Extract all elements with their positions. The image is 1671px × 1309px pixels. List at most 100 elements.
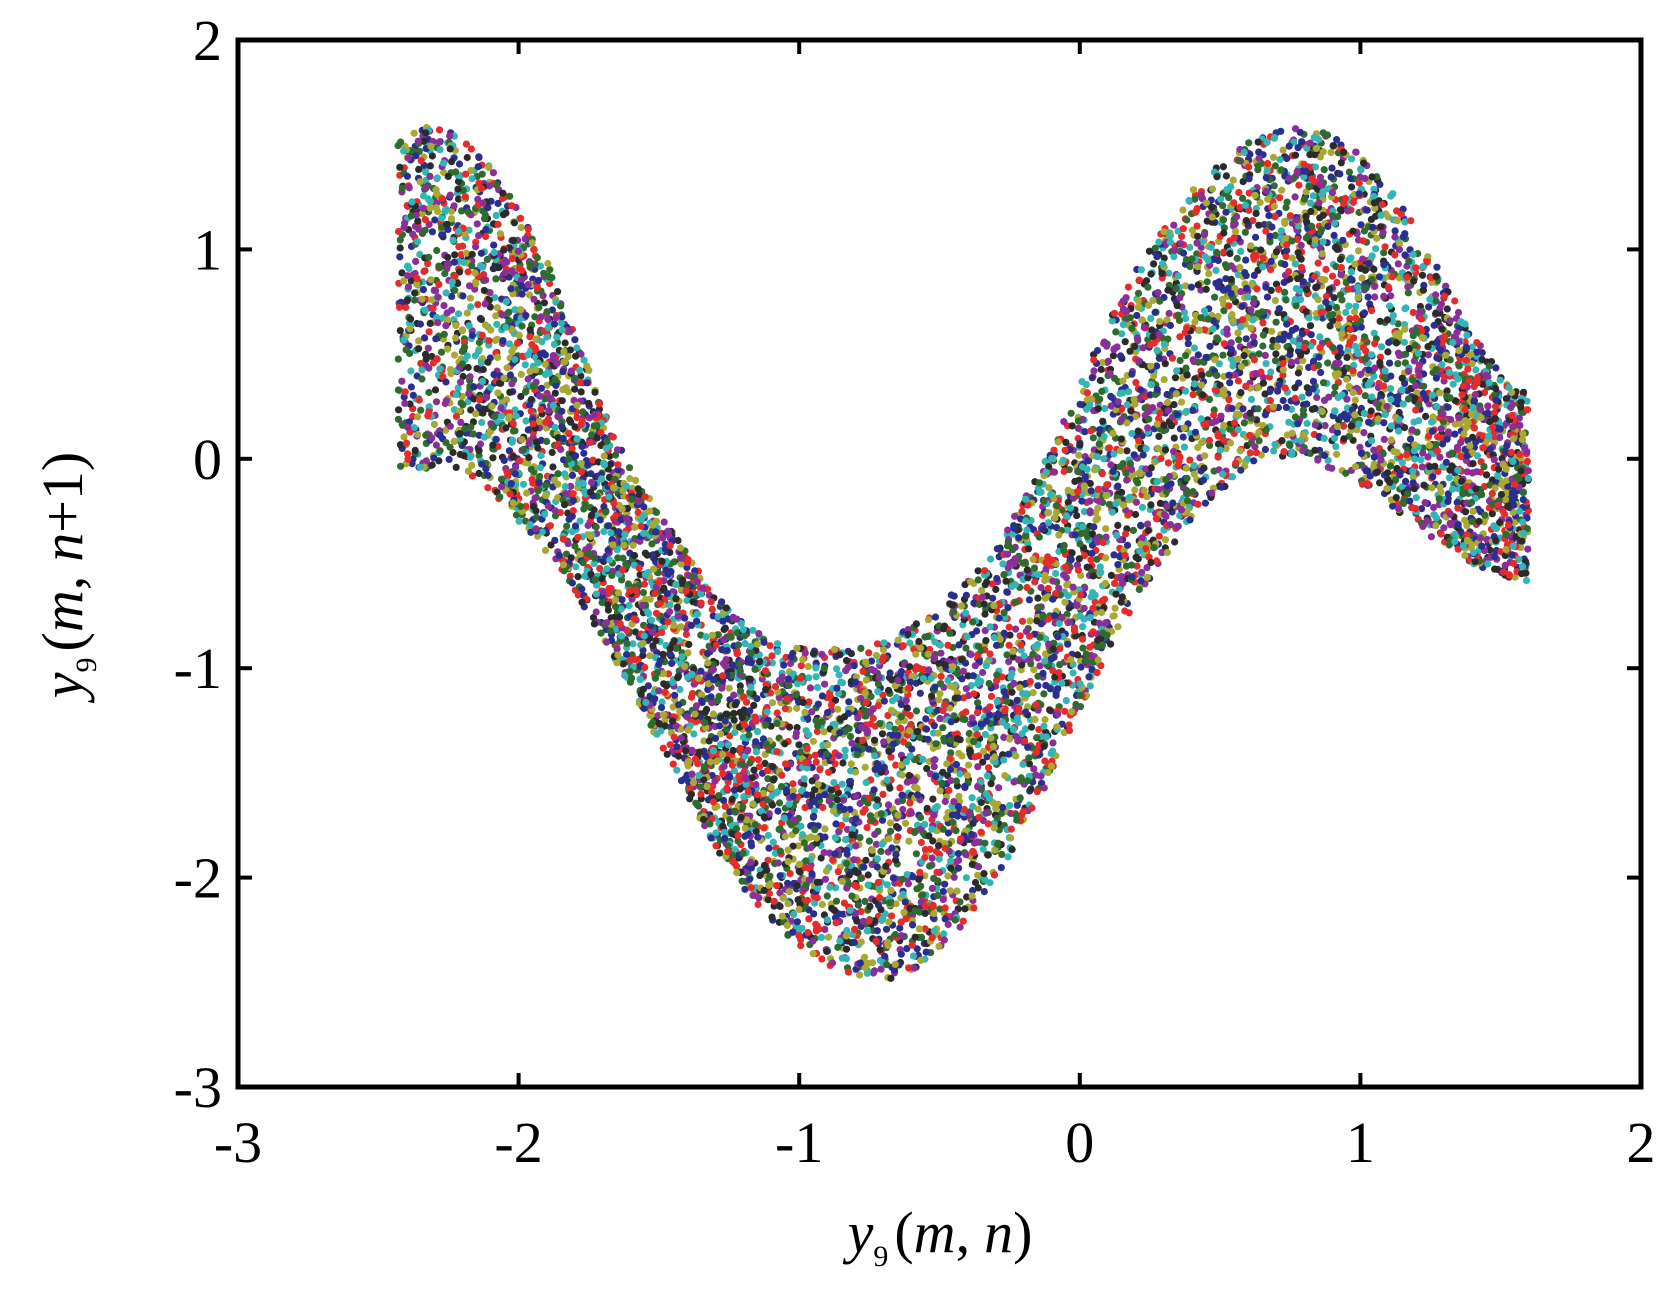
scatter-point bbox=[1025, 754, 1033, 762]
scatter-point bbox=[671, 691, 679, 699]
scatter-point bbox=[1335, 314, 1343, 323]
scatter-point bbox=[1086, 497, 1094, 505]
scatter-point bbox=[794, 842, 802, 850]
scatter-point bbox=[623, 650, 631, 659]
scatter-point bbox=[797, 662, 805, 670]
scatter-point bbox=[1360, 429, 1368, 437]
scatter-point bbox=[712, 842, 720, 850]
scatter-point bbox=[937, 672, 945, 681]
scatter-point bbox=[528, 476, 536, 484]
scatter-point bbox=[1357, 221, 1365, 229]
scatter-point bbox=[1370, 372, 1378, 381]
scatter-point bbox=[1396, 468, 1404, 476]
scatter-point bbox=[1361, 392, 1369, 400]
scatter-point bbox=[879, 691, 887, 699]
scatter-point bbox=[1445, 474, 1453, 482]
scatter-point bbox=[974, 567, 982, 575]
scatter-point bbox=[416, 320, 424, 328]
scatter-point bbox=[1271, 440, 1279, 448]
scatter-point bbox=[478, 418, 486, 427]
scatter-point bbox=[979, 668, 987, 677]
scatter-point bbox=[987, 692, 996, 701]
scatter-point bbox=[841, 753, 849, 761]
scatter-point bbox=[993, 641, 1001, 650]
scatter-point bbox=[1249, 333, 1258, 341]
scatter-point bbox=[465, 282, 474, 290]
scatter-point bbox=[1314, 259, 1322, 267]
scatter-point bbox=[1305, 363, 1313, 371]
scatter-point bbox=[1370, 265, 1378, 273]
scatter-point bbox=[1340, 422, 1348, 430]
scatter-point bbox=[1245, 139, 1253, 147]
scatter-point bbox=[421, 334, 429, 342]
scatter-point bbox=[426, 162, 434, 170]
scatter-point bbox=[1332, 303, 1341, 312]
scatter-point bbox=[886, 784, 894, 792]
scatter-point bbox=[1005, 750, 1013, 758]
scatter-point bbox=[1259, 342, 1267, 350]
scatter-point bbox=[969, 618, 977, 626]
scatter-point bbox=[1367, 437, 1376, 445]
scatter-point bbox=[877, 810, 885, 818]
scatter-point bbox=[497, 412, 506, 420]
scatter-point bbox=[449, 448, 457, 457]
scatter-point bbox=[1313, 393, 1321, 402]
scatter-point bbox=[1241, 228, 1249, 236]
scatter-point bbox=[1062, 697, 1070, 705]
scatter-point bbox=[1178, 232, 1186, 240]
scatter-point bbox=[1326, 322, 1334, 330]
scatter-point bbox=[1093, 347, 1102, 355]
scatter-point bbox=[1061, 707, 1069, 715]
scatter-point bbox=[548, 448, 556, 457]
scatter-point bbox=[466, 294, 474, 302]
scatter-point bbox=[1074, 651, 1082, 659]
scatter-point bbox=[1347, 268, 1355, 276]
scatter-point bbox=[1342, 308, 1350, 317]
scatter-point bbox=[1179, 433, 1187, 441]
scatter-point bbox=[773, 709, 781, 717]
scatter-point bbox=[1170, 401, 1178, 409]
scatter-point bbox=[818, 900, 826, 909]
scatter-point bbox=[1023, 583, 1031, 592]
scatter-point bbox=[1025, 596, 1033, 604]
scatter-point bbox=[421, 226, 429, 234]
scatter-point bbox=[1321, 422, 1329, 430]
scatter-point bbox=[646, 652, 654, 660]
scatter-point bbox=[1186, 516, 1194, 524]
scatter-point bbox=[1018, 617, 1027, 625]
scatter-point bbox=[1029, 555, 1037, 564]
scatter-point bbox=[1090, 367, 1098, 375]
scatter-point bbox=[1016, 632, 1024, 640]
scatter-point bbox=[854, 901, 862, 909]
scatter-point bbox=[936, 787, 944, 795]
scatter-point bbox=[1443, 305, 1451, 313]
scatter-point bbox=[1137, 266, 1145, 274]
scatter-point bbox=[983, 772, 992, 780]
scatter-point bbox=[477, 315, 485, 323]
scatter-point bbox=[482, 232, 490, 241]
scatter-point bbox=[1044, 769, 1052, 777]
scatter-point bbox=[718, 684, 726, 692]
scatter-point bbox=[973, 709, 982, 717]
scatter-point bbox=[660, 518, 668, 526]
scatter-point bbox=[1373, 234, 1381, 243]
scatter-point bbox=[1292, 302, 1300, 310]
scatter-point bbox=[1269, 153, 1278, 161]
scatter-point bbox=[1212, 266, 1220, 274]
scatter-point bbox=[792, 691, 800, 699]
scatter-point bbox=[754, 833, 762, 841]
scatter-point bbox=[1276, 194, 1284, 202]
scatter-point bbox=[484, 484, 492, 492]
scatter-point bbox=[898, 771, 906, 779]
scatter-point bbox=[1156, 317, 1164, 326]
scatter-point bbox=[1170, 434, 1178, 442]
scatter-point bbox=[1234, 377, 1242, 385]
scatter-point bbox=[905, 837, 913, 845]
scatter-point bbox=[842, 945, 851, 953]
scatter-point bbox=[681, 614, 689, 622]
scatter-point bbox=[1386, 359, 1394, 367]
scatter-point bbox=[1278, 437, 1286, 445]
scatter-point bbox=[1111, 579, 1119, 588]
scatter-point bbox=[1322, 265, 1330, 273]
